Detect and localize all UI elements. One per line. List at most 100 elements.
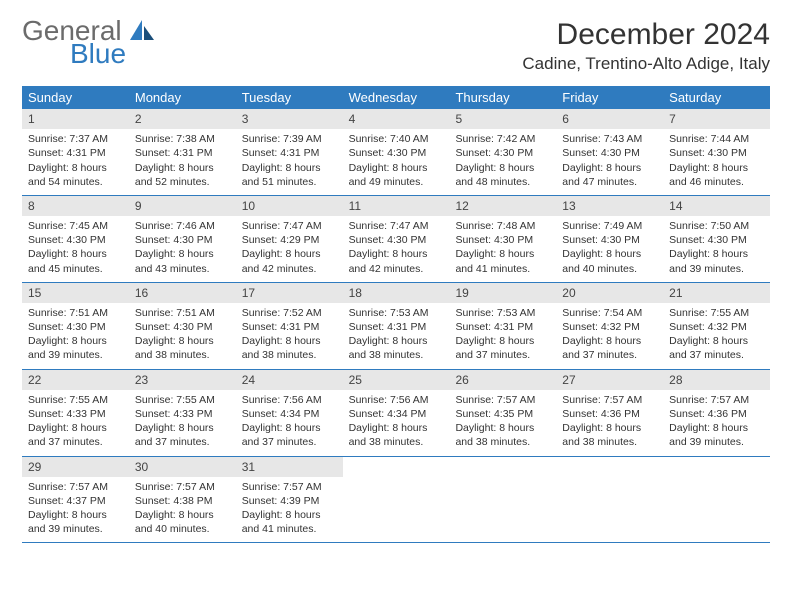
day-number: 11	[343, 196, 450, 216]
sunset-text: Sunset: 4:30 PM	[455, 146, 550, 160]
month-title: December 2024	[522, 18, 770, 52]
daylight-text: and 42 minutes.	[242, 262, 337, 276]
sunset-text: Sunset: 4:37 PM	[28, 494, 123, 508]
day-cell: 1Sunrise: 7:37 AMSunset: 4:31 PMDaylight…	[22, 109, 129, 195]
daylight-text: Daylight: 8 hours	[455, 161, 550, 175]
day-number: 8	[22, 196, 129, 216]
daylight-text: Daylight: 8 hours	[349, 334, 444, 348]
day-number: 5	[449, 109, 556, 129]
day-cell: 11Sunrise: 7:47 AMSunset: 4:30 PMDayligh…	[343, 196, 450, 282]
sunrise-text: Sunrise: 7:50 AM	[669, 219, 764, 233]
sunrise-text: Sunrise: 7:57 AM	[562, 393, 657, 407]
daylight-text: and 42 minutes.	[349, 262, 444, 276]
day-number: 13	[556, 196, 663, 216]
weekday-label: Friday	[556, 86, 663, 109]
week-row: 15Sunrise: 7:51 AMSunset: 4:30 PMDayligh…	[22, 283, 770, 370]
sunrise-text: Sunrise: 7:51 AM	[135, 306, 230, 320]
day-cell: 4Sunrise: 7:40 AMSunset: 4:30 PMDaylight…	[343, 109, 450, 195]
sunrise-text: Sunrise: 7:38 AM	[135, 132, 230, 146]
day-cell: 23Sunrise: 7:55 AMSunset: 4:33 PMDayligh…	[129, 370, 236, 456]
day-cell: 5Sunrise: 7:42 AMSunset: 4:30 PMDaylight…	[449, 109, 556, 195]
daylight-text: and 49 minutes.	[349, 175, 444, 189]
sunrise-text: Sunrise: 7:44 AM	[669, 132, 764, 146]
day-number: 23	[129, 370, 236, 390]
daylight-text: Daylight: 8 hours	[455, 334, 550, 348]
daylight-text: and 39 minutes.	[669, 262, 764, 276]
day-number: 31	[236, 457, 343, 477]
daylight-text: Daylight: 8 hours	[28, 508, 123, 522]
daylight-text: Daylight: 8 hours	[135, 334, 230, 348]
sunset-text: Sunset: 4:30 PM	[349, 146, 444, 160]
day-number: 25	[343, 370, 450, 390]
daylight-text: Daylight: 8 hours	[135, 508, 230, 522]
sunrise-text: Sunrise: 7:45 AM	[28, 219, 123, 233]
daylight-text: and 39 minutes.	[28, 348, 123, 362]
weekday-label: Saturday	[663, 86, 770, 109]
sunrise-text: Sunrise: 7:43 AM	[562, 132, 657, 146]
sunset-text: Sunset: 4:38 PM	[135, 494, 230, 508]
daylight-text: and 37 minutes.	[28, 435, 123, 449]
daylight-text: and 54 minutes.	[28, 175, 123, 189]
day-number: 9	[129, 196, 236, 216]
daylight-text: and 51 minutes.	[242, 175, 337, 189]
sunset-text: Sunset: 4:36 PM	[669, 407, 764, 421]
daylight-text: Daylight: 8 hours	[455, 247, 550, 261]
day-cell: 17Sunrise: 7:52 AMSunset: 4:31 PMDayligh…	[236, 283, 343, 369]
day-number: 30	[129, 457, 236, 477]
calendar: Sunday Monday Tuesday Wednesday Thursday…	[22, 86, 770, 543]
daylight-text: and 39 minutes.	[669, 435, 764, 449]
sunrise-text: Sunrise: 7:53 AM	[349, 306, 444, 320]
daylight-text: Daylight: 8 hours	[28, 421, 123, 435]
daylight-text: and 38 minutes.	[349, 435, 444, 449]
day-number: 20	[556, 283, 663, 303]
daylight-text: Daylight: 8 hours	[28, 334, 123, 348]
week-row: 22Sunrise: 7:55 AMSunset: 4:33 PMDayligh…	[22, 370, 770, 457]
daylight-text: and 40 minutes.	[135, 522, 230, 536]
day-cell: 24Sunrise: 7:56 AMSunset: 4:34 PMDayligh…	[236, 370, 343, 456]
sunset-text: Sunset: 4:30 PM	[562, 146, 657, 160]
sunset-text: Sunset: 4:30 PM	[28, 233, 123, 247]
day-cell: 27Sunrise: 7:57 AMSunset: 4:36 PMDayligh…	[556, 370, 663, 456]
sunrise-text: Sunrise: 7:55 AM	[669, 306, 764, 320]
sunrise-text: Sunrise: 7:57 AM	[669, 393, 764, 407]
daylight-text: Daylight: 8 hours	[349, 421, 444, 435]
day-number: 29	[22, 457, 129, 477]
page-header: General Blue December 2024 Cadine, Trent…	[22, 18, 770, 74]
sunset-text: Sunset: 4:30 PM	[562, 233, 657, 247]
daylight-text: and 52 minutes.	[135, 175, 230, 189]
day-cell: 25Sunrise: 7:56 AMSunset: 4:34 PMDayligh…	[343, 370, 450, 456]
daylight-text: and 37 minutes.	[669, 348, 764, 362]
sunrise-text: Sunrise: 7:37 AM	[28, 132, 123, 146]
day-cell: 6Sunrise: 7:43 AMSunset: 4:30 PMDaylight…	[556, 109, 663, 195]
day-number: 26	[449, 370, 556, 390]
daylight-text: Daylight: 8 hours	[669, 161, 764, 175]
daylight-text: and 46 minutes.	[669, 175, 764, 189]
sunset-text: Sunset: 4:30 PM	[669, 146, 764, 160]
day-cell	[343, 457, 450, 543]
brand-text-2: Blue	[70, 41, 156, 66]
day-number: 15	[22, 283, 129, 303]
day-cell: 26Sunrise: 7:57 AMSunset: 4:35 PMDayligh…	[449, 370, 556, 456]
weekday-label: Tuesday	[236, 86, 343, 109]
daylight-text: Daylight: 8 hours	[28, 161, 123, 175]
daylight-text: and 45 minutes.	[28, 262, 123, 276]
sunset-text: Sunset: 4:33 PM	[28, 407, 123, 421]
sunset-text: Sunset: 4:29 PM	[242, 233, 337, 247]
sunset-text: Sunset: 4:30 PM	[669, 233, 764, 247]
daylight-text: Daylight: 8 hours	[242, 421, 337, 435]
day-cell: 3Sunrise: 7:39 AMSunset: 4:31 PMDaylight…	[236, 109, 343, 195]
daylight-text: Daylight: 8 hours	[242, 247, 337, 261]
daylight-text: Daylight: 8 hours	[349, 161, 444, 175]
daylight-text: and 37 minutes.	[562, 348, 657, 362]
day-cell: 28Sunrise: 7:57 AMSunset: 4:36 PMDayligh…	[663, 370, 770, 456]
sunrise-text: Sunrise: 7:51 AM	[28, 306, 123, 320]
day-number: 14	[663, 196, 770, 216]
sunset-text: Sunset: 4:31 PM	[135, 146, 230, 160]
location-label: Cadine, Trentino-Alto Adige, Italy	[522, 54, 770, 74]
day-cell: 15Sunrise: 7:51 AMSunset: 4:30 PMDayligh…	[22, 283, 129, 369]
sunset-text: Sunset: 4:32 PM	[669, 320, 764, 334]
day-cell: 22Sunrise: 7:55 AMSunset: 4:33 PMDayligh…	[22, 370, 129, 456]
day-cell: 12Sunrise: 7:48 AMSunset: 4:30 PMDayligh…	[449, 196, 556, 282]
daylight-text: Daylight: 8 hours	[242, 508, 337, 522]
daylight-text: Daylight: 8 hours	[562, 334, 657, 348]
